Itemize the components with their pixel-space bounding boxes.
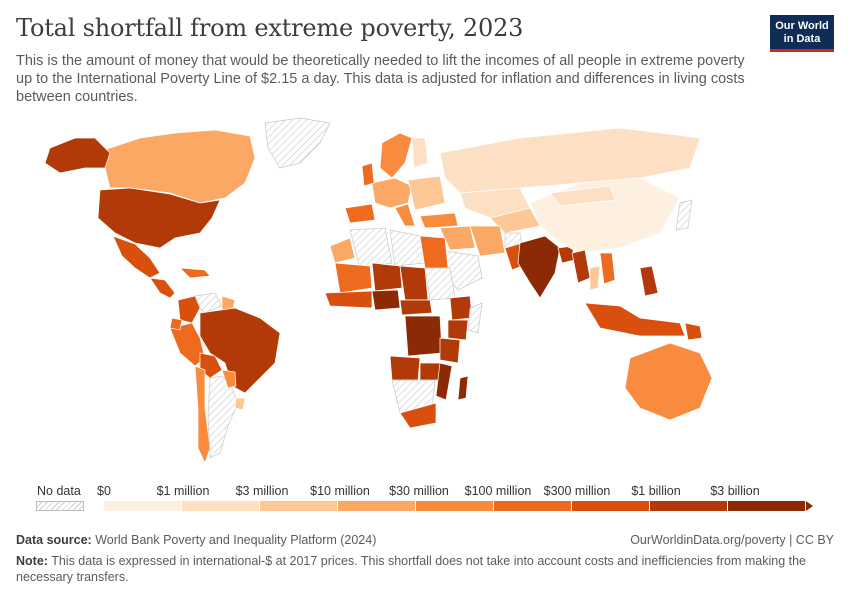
region-vietnam-laos[interactable] bbox=[599, 252, 616, 285]
region-japan[interactable] bbox=[675, 199, 693, 231]
data-source-label: Data source: bbox=[16, 533, 92, 547]
region-philippines[interactable] bbox=[639, 265, 659, 297]
region-iran[interactable] bbox=[469, 225, 506, 257]
region-nigeria[interactable] bbox=[371, 289, 401, 311]
region-algeria[interactable] bbox=[349, 227, 393, 269]
region-niger[interactable] bbox=[371, 262, 403, 292]
footnote-label: Note: bbox=[16, 554, 48, 568]
legend-bin-label-2: $3 million bbox=[235, 484, 289, 498]
map-legend: No data $0 $1 million $3 million $10 mil… bbox=[0, 482, 850, 522]
legend-bin-label-4: $30 million bbox=[389, 484, 449, 498]
region-central-america[interactable] bbox=[149, 277, 176, 299]
legend-no-data-swatch[interactable] bbox=[36, 501, 84, 511]
legend-bin-label-1: $1 million bbox=[156, 484, 210, 498]
region-brazil[interactable] bbox=[199, 307, 281, 394]
legend-bin-label-5: $100 million bbox=[464, 484, 532, 498]
owid-logo[interactable]: Our World in Data bbox=[770, 15, 834, 52]
region-greenland[interactable] bbox=[264, 117, 331, 169]
region-middle-east[interactable] bbox=[439, 225, 476, 251]
legend-bin-label-0: $0 bbox=[97, 484, 111, 498]
region-mongolia[interactable] bbox=[549, 185, 616, 207]
world-map[interactable] bbox=[0, 108, 850, 480]
region-central-african-republic[interactable] bbox=[399, 299, 433, 316]
region-bolivia[interactable] bbox=[199, 352, 223, 379]
region-turkey[interactable] bbox=[419, 212, 459, 229]
region-venezuela[interactable] bbox=[194, 292, 223, 314]
region-canada[interactable] bbox=[94, 129, 256, 204]
region-chile[interactable] bbox=[194, 365, 211, 464]
legend-bin-label-6: $300 million bbox=[543, 484, 611, 498]
chart-subtitle: This is the amount of money that would b… bbox=[16, 53, 745, 105]
legend-bin-label-8: $3 billion bbox=[710, 484, 760, 498]
region-angola[interactable] bbox=[389, 355, 421, 381]
region-indonesia[interactable] bbox=[584, 302, 686, 337]
region-south-africa[interactable] bbox=[399, 402, 437, 429]
region-kenya[interactable] bbox=[447, 319, 469, 341]
region-myanmar[interactable] bbox=[571, 249, 591, 284]
region-italy[interactable] bbox=[394, 203, 416, 227]
legend-bin-label-7: $1 billion bbox=[631, 484, 681, 498]
map-regions bbox=[44, 117, 713, 464]
legend-swatch-7[interactable] bbox=[650, 501, 728, 511]
legend-swatch-2[interactable] bbox=[260, 501, 338, 511]
legend-bin-label-3: $10 million bbox=[310, 484, 370, 498]
region-libya[interactable] bbox=[389, 229, 426, 267]
region-argentina[interactable] bbox=[207, 375, 239, 459]
region-finland[interactable] bbox=[411, 137, 429, 169]
region-colombia[interactable] bbox=[177, 295, 201, 324]
legend-arrow-icon bbox=[806, 501, 813, 511]
footnote-text: This data is expressed in international-… bbox=[16, 554, 807, 584]
region-eastern-europe[interactable] bbox=[407, 175, 446, 211]
region-caribbean[interactable] bbox=[179, 267, 211, 279]
chart-title: Total shortfall from extreme poverty, 20… bbox=[16, 14, 524, 42]
region-zambia[interactable] bbox=[419, 362, 441, 381]
region-alaska-united-states-[interactable] bbox=[44, 137, 111, 174]
region-spain-portugal[interactable] bbox=[344, 203, 376, 224]
region-ecuador[interactable] bbox=[169, 317, 183, 331]
region-mozambique[interactable] bbox=[435, 362, 453, 401]
legend-swatch-6[interactable] bbox=[572, 501, 650, 511]
region-sudan[interactable] bbox=[424, 267, 456, 301]
region-madagascar[interactable] bbox=[457, 375, 469, 401]
region-paraguay[interactable] bbox=[221, 369, 237, 389]
legend-swatch-5[interactable] bbox=[494, 501, 572, 511]
region-mali[interactable] bbox=[334, 262, 373, 294]
footnote: Note: This data is expressed in internat… bbox=[16, 553, 826, 585]
region-united-states[interactable] bbox=[97, 187, 221, 249]
legend-swatch-3[interactable] bbox=[338, 501, 416, 511]
region-india[interactable] bbox=[517, 235, 561, 299]
legend-swatch-0[interactable] bbox=[104, 501, 182, 511]
legend-swatch-1[interactable] bbox=[182, 501, 260, 511]
region-united-kingdom[interactable] bbox=[361, 162, 375, 187]
region-thailand[interactable] bbox=[589, 265, 601, 291]
credit-link[interactable]: OurWorldinData.org/poverty | CC BY bbox=[630, 533, 834, 547]
region-chad[interactable] bbox=[399, 265, 429, 301]
logo-line-2: in Data bbox=[783, 33, 821, 45]
region-uruguay[interactable] bbox=[234, 397, 246, 411]
region-russia[interactable] bbox=[439, 127, 701, 194]
region-mexico[interactable] bbox=[112, 235, 161, 279]
region-ethiopia[interactable] bbox=[449, 295, 473, 321]
legend-swatch-8[interactable] bbox=[728, 501, 806, 511]
region-morocco[interactable] bbox=[329, 237, 356, 264]
region-egypt[interactable] bbox=[419, 235, 449, 269]
region-somalia[interactable] bbox=[467, 302, 483, 334]
legend-swatch-4[interactable] bbox=[416, 501, 494, 511]
logo-line-1: Our World bbox=[775, 20, 829, 32]
legend-color-bar bbox=[104, 501, 806, 511]
legend-no-data-label: No data bbox=[37, 484, 81, 498]
data-source: Data source: World Bank Poverty and Ineq… bbox=[16, 533, 376, 547]
region-dr-congo[interactable] bbox=[404, 315, 443, 357]
region-papua-new-guinea[interactable] bbox=[684, 322, 703, 341]
region-west-africa-coast[interactable] bbox=[324, 290, 373, 309]
region-norway-sweden[interactable] bbox=[379, 132, 413, 179]
region-western-europe[interactable] bbox=[371, 177, 413, 209]
region-australia[interactable] bbox=[624, 342, 713, 421]
data-source-text[interactable]: World Bank Poverty and Inequality Platfo… bbox=[95, 533, 377, 547]
region-tanzania[interactable] bbox=[439, 337, 461, 364]
